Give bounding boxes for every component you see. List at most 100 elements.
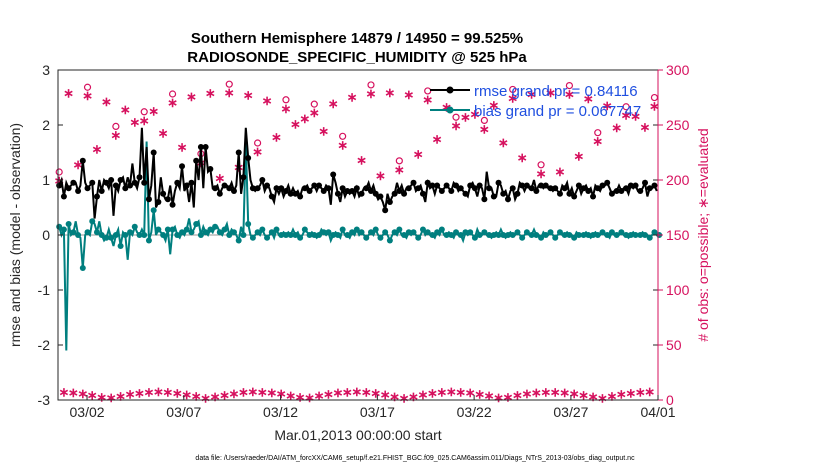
left-tick-label: -2 [38, 337, 51, 353]
bias-point [202, 229, 209, 236]
rmse-point [377, 193, 384, 200]
obs-evaluated-marker: ∗ [573, 149, 584, 164]
bias-point [490, 232, 497, 238]
rmse-point [297, 193, 304, 200]
obs-evaluated-marker: ∗ [96, 389, 107, 404]
rmse-point [505, 196, 511, 203]
rmse-point [561, 185, 568, 192]
obs-evaluated-marker: ∗ [177, 140, 188, 155]
obs-evaluated-marker: ∗ [167, 95, 178, 110]
rmse-point [632, 182, 639, 189]
rmse-point [160, 190, 167, 197]
obs-possible-marker [537, 161, 545, 169]
rmse-point [254, 185, 261, 192]
rmse-point [410, 179, 417, 186]
rmse-point [301, 185, 308, 192]
rmse-point [471, 185, 478, 192]
rmse-point [79, 157, 86, 164]
bias-point [486, 232, 493, 238]
bias-point [197, 232, 204, 238]
obs-possible-marker [112, 122, 120, 130]
obs-possible-marker [594, 129, 602, 137]
obs-evaluated-marker: ∗ [351, 384, 362, 399]
bias-point [164, 226, 171, 233]
bias-point [438, 226, 445, 233]
rmse-point [613, 188, 620, 194]
obs-evaluated-marker: ∗ [630, 108, 641, 123]
obs-possible-marker [622, 103, 630, 111]
rmse-point [84, 185, 91, 192]
bias-point [481, 229, 488, 236]
bias-point [141, 232, 148, 238]
bias-point [230, 229, 237, 236]
bias-point [235, 237, 242, 244]
obs-evaluated-marker: ∗ [545, 85, 556, 100]
bias-point [282, 232, 289, 238]
bias-point [580, 232, 587, 238]
obs-evaluated-marker: ∗ [205, 86, 216, 101]
x-axis-label: Mar.01,2013 00:00:00 start [274, 427, 441, 443]
rmse-point [637, 188, 644, 194]
obs-evaluated-marker: ∗ [446, 384, 457, 399]
obs-possible-marker [225, 80, 233, 88]
bias-point [419, 226, 426, 233]
rmse-point [443, 182, 450, 189]
obs-evaluated-marker: ∗ [162, 385, 173, 400]
rmse-point [580, 185, 587, 192]
bias-point [150, 207, 157, 214]
obs-evaluated-marker: ∗ [375, 168, 386, 183]
obs-possible-marker [83, 83, 92, 91]
chart-title-line2: RADIOSONDE_SPECIFIC_HUMIDITY @ 525 hPa [187, 49, 527, 66]
rmse-point [627, 182, 634, 189]
obs-evaluated-marker: ∗ [465, 385, 476, 400]
obs-evaluated-marker: ∗ [120, 102, 131, 117]
rmse-point [179, 163, 186, 170]
left-tick-label: 1 [42, 172, 50, 188]
bias-point [608, 229, 615, 236]
bias-point [367, 229, 374, 236]
obs-evaluated-marker: ∗ [224, 85, 235, 100]
rmse-point [169, 201, 176, 208]
bias-point [642, 232, 649, 238]
bias-point [519, 234, 526, 241]
rmse-point [566, 190, 573, 197]
rmse-point [386, 199, 393, 205]
rmse-point [599, 182, 606, 189]
rmse-point [462, 190, 469, 197]
rmse-point [396, 188, 403, 194]
obs-evaluated-marker: ∗ [318, 123, 329, 138]
left-axis-ticks: -3 -2 -1 0 1 2 3 [38, 62, 658, 408]
rmse-point [136, 174, 143, 181]
rmse-point [486, 185, 493, 192]
bias-point [415, 234, 422, 241]
rmse-point [155, 199, 162, 205]
rmse-point [188, 179, 195, 186]
obs-evaluated-marker: ∗ [526, 86, 537, 101]
obs-evaluated-marker: ∗ [455, 384, 466, 399]
legend-bias-marker [446, 106, 454, 114]
bias-point [575, 232, 582, 238]
rmse-point [608, 190, 615, 197]
rmse-point [56, 182, 63, 189]
bias-point [651, 229, 658, 236]
bias-point [207, 226, 214, 233]
rmse-point [60, 193, 67, 200]
bias-point [122, 232, 129, 238]
right-tick-label: 0 [666, 392, 674, 408]
bias-point [401, 232, 408, 238]
bias-point [405, 229, 412, 236]
obs-evaluated-marker: ∗ [380, 387, 391, 402]
obs-evaluated-marker: ∗ [649, 99, 660, 114]
bias-point [552, 234, 559, 241]
obs-evaluated-marker: ∗ [139, 113, 150, 128]
obs-evaluated-marker: ∗ [271, 129, 282, 144]
obs-evaluated-marker: ∗ [493, 390, 504, 405]
bias-point [358, 229, 365, 236]
bias-point [523, 229, 530, 236]
obs-evaluated-marker: ∗ [569, 386, 580, 401]
bias-point [278, 232, 285, 238]
left-axis-label: rmse and bias (model - observation) [7, 123, 23, 347]
bias-point [155, 226, 162, 233]
bias-point [599, 229, 606, 236]
